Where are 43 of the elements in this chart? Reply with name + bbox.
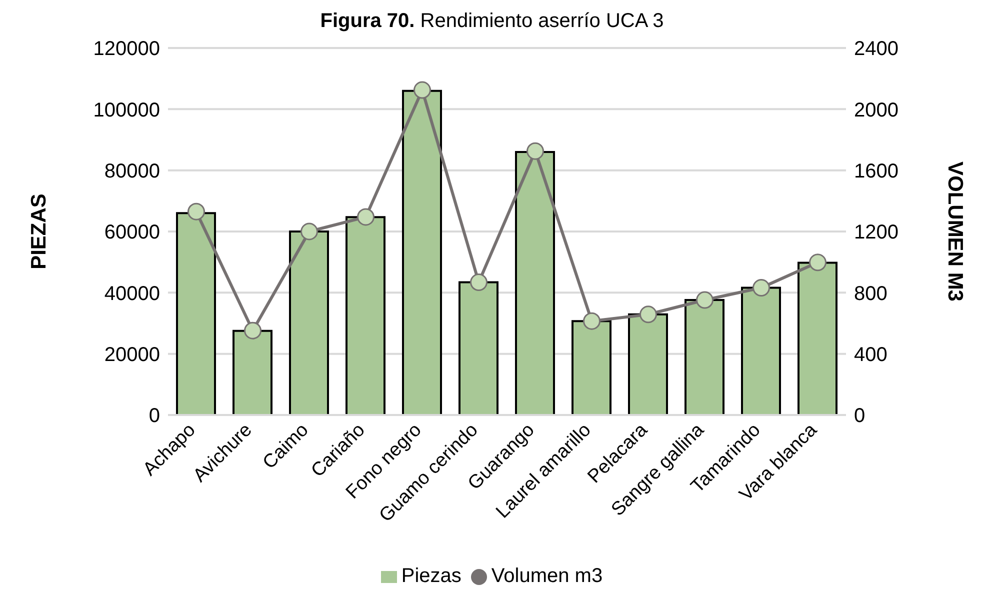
point: [640, 306, 657, 324]
bar: [628, 313, 668, 415]
point: [188, 202, 205, 220]
bar: [346, 216, 386, 415]
y-tick-label: 40000: [104, 282, 160, 305]
bar: [572, 320, 612, 415]
bar: [515, 150, 555, 415]
y-tick-label: 0: [148, 405, 160, 428]
y2-tick-label: 400: [854, 344, 888, 366]
y2-tick-label: 1200: [854, 222, 898, 244]
y-tick-label: 60000: [104, 222, 160, 244]
point: [809, 254, 826, 272]
legend-label: Volumen m3: [491, 565, 603, 587]
point: [470, 274, 488, 292]
y-tick-label: 20000: [104, 344, 160, 366]
point: [357, 208, 374, 226]
y2-tick-label: 2000: [854, 99, 898, 122]
point: [414, 81, 431, 99]
point: [300, 222, 318, 240]
y2-tick-label: 800: [854, 282, 888, 305]
point: [244, 322, 262, 340]
chart-title: Figura 70. Rendimiento aserrío UCA 3: [319, 9, 665, 34]
point: [752, 279, 770, 297]
point: [526, 142, 544, 160]
bar: [176, 212, 216, 415]
bar: [402, 90, 442, 415]
point: [696, 291, 714, 309]
y2-tick-label: 0: [854, 405, 866, 428]
y-tick-label: 120000: [93, 38, 160, 60]
bar: [458, 281, 498, 415]
y-tick-label: 80000: [104, 160, 160, 182]
bar: [798, 262, 838, 415]
y2-axis-title: VOLUMEN M3: [944, 161, 967, 302]
legend-label: Piezas: [401, 565, 462, 587]
bar: [741, 286, 781, 415]
bar: [289, 230, 329, 415]
bar: [232, 330, 272, 415]
bar: [684, 299, 724, 415]
y-axis-title: PIEZAS: [27, 194, 50, 270]
point: [583, 312, 600, 330]
y-tick-label: 100000: [93, 99, 160, 122]
y2-tick-label: 1600: [854, 160, 898, 182]
y2-tick-label: 2400: [854, 38, 898, 60]
